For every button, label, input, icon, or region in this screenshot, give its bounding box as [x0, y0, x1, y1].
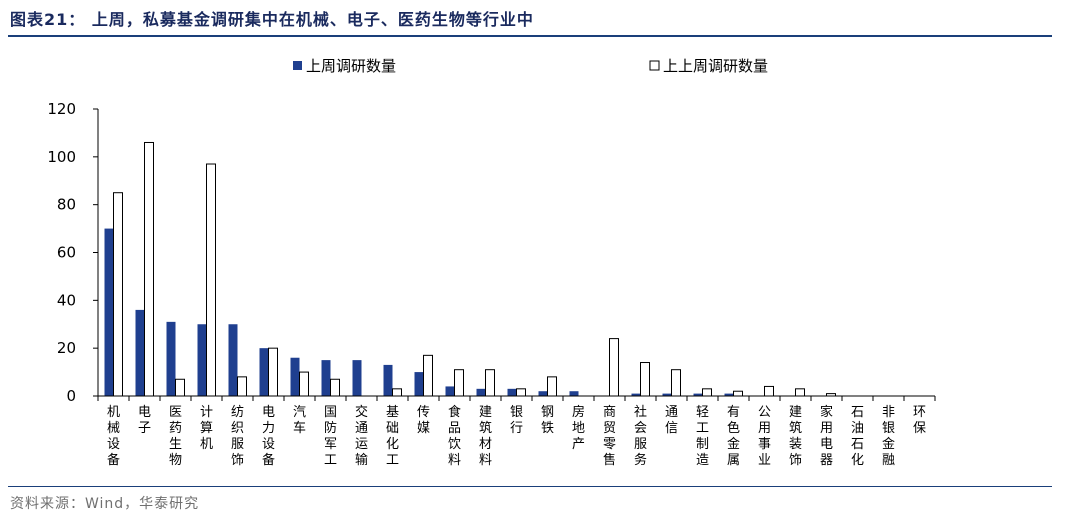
- x-category-label: 传媒: [417, 405, 430, 436]
- x-category-label: 电子: [138, 405, 151, 436]
- x-category-label: 环保: [913, 405, 926, 436]
- bar-series2: [609, 338, 619, 397]
- footer-divider: [8, 486, 1052, 487]
- x-category-label: 钢铁: [541, 405, 554, 436]
- legend: 上周调研数量 上上周调研数量: [293, 57, 768, 75]
- x-axis: 机械设备 电子 医药生物 计算机 纺织服饰 电力设备 汽车 国防军工 交通运输 基础化工 传媒 食品饮…: [97, 395, 936, 468]
- legend-swatch-series1: [293, 61, 302, 70]
- bar-series1: [724, 393, 734, 396]
- bar-series2: [702, 388, 712, 397]
- bar-series1: [383, 364, 393, 396]
- bar-series1: [166, 321, 176, 396]
- bar-series1: [290, 357, 300, 396]
- bar-series2: [299, 371, 309, 397]
- bar-series1: [135, 309, 145, 396]
- bar-series2: [671, 369, 681, 397]
- y-tick-label: 0: [66, 387, 76, 405]
- bar-series2: [330, 378, 340, 397]
- bar-series1: [197, 324, 207, 396]
- bar-series2: [733, 390, 743, 397]
- bar-series1: [352, 360, 362, 396]
- legend-label-series1: 上周调研数量: [306, 57, 396, 75]
- bar-series1: [538, 391, 548, 396]
- bar-series1: [228, 324, 238, 396]
- bar-series1: [693, 393, 703, 396]
- x-category-label: 建筑材料: [479, 405, 492, 468]
- y-axis: 0 20 40 60 80 100 120: [47, 100, 99, 405]
- x-category-label: 计算机: [200, 405, 213, 452]
- bar-series1: [507, 388, 517, 396]
- legend-swatch-series2: [649, 60, 660, 71]
- y-tick-label: 60: [57, 244, 76, 262]
- x-category-label: 建筑装饰: [789, 405, 802, 468]
- x-category-label: 石油石化: [851, 405, 864, 468]
- x-category-label: 机械设备: [107, 405, 120, 468]
- bar-series2: [392, 388, 402, 397]
- x-category-label: 基础化工: [386, 405, 399, 468]
- x-category-label: 公用事业: [758, 405, 771, 468]
- bar-series2: [144, 141, 154, 397]
- bar-series2: [640, 362, 650, 397]
- x-category-label: 商贸零售: [603, 405, 616, 468]
- x-category-label: 有色金属: [727, 405, 740, 468]
- bar-series1: [414, 372, 424, 396]
- x-category-label: 房地产: [572, 404, 585, 452]
- x-category-label: 轻工制造: [696, 405, 709, 468]
- bar-series2: [268, 347, 278, 397]
- x-category-label: 纺织服饰: [231, 405, 244, 468]
- x-category-label: 汽车: [293, 405, 306, 436]
- x-category-label: 社会服务: [634, 404, 647, 468]
- bar-series2: [485, 369, 495, 397]
- bar-series2: [516, 388, 526, 397]
- bar-series2: [237, 376, 247, 397]
- bar-series2: [795, 388, 805, 397]
- chart-title: 图表21： 上周，私募基金调研集中在机械、电子、医药生物等行业中: [10, 10, 534, 29]
- bar-series1: [569, 391, 579, 396]
- bar-chart: 上周调研数量 上上周调研数量 0 20 40 60 80 100 120 机械设备 电子 医药生…: [47, 57, 936, 468]
- bar-series1: [445, 386, 455, 396]
- bars: [104, 141, 836, 397]
- y-tick-label: 20: [57, 339, 76, 357]
- x-category-label: 国防军工: [324, 405, 337, 468]
- x-category-label: 家用电器: [820, 404, 833, 468]
- bar-series2: [175, 378, 185, 397]
- bar-series1: [259, 348, 269, 396]
- y-tick-label: 100: [47, 148, 76, 166]
- bar-series1: [476, 388, 486, 396]
- x-category-label: 非银金融: [882, 405, 895, 468]
- x-category-label: 交通运输: [355, 404, 368, 468]
- source-note: 资料来源：Wind，华泰研究: [10, 496, 200, 512]
- x-category-label: 电力设备: [262, 405, 275, 468]
- y-tick-label: 80: [57, 196, 76, 214]
- bar-series2: [206, 163, 216, 397]
- bar-series1: [662, 393, 672, 396]
- bar-series1: [321, 360, 331, 396]
- bar-series2: [764, 385, 774, 397]
- title-divider: [8, 35, 1052, 37]
- legend-label-series2: 上上周调研数量: [663, 57, 768, 75]
- bar-series2: [423, 354, 433, 397]
- bar-series2: [547, 376, 557, 397]
- bar-series2: [454, 369, 464, 397]
- x-category-label: 医药生物: [169, 405, 182, 468]
- bar-series1: [631, 393, 641, 396]
- y-tick-label: 40: [57, 291, 76, 309]
- y-tick-label: 120: [47, 100, 76, 118]
- x-category-label: 通信: [665, 405, 678, 436]
- bar-series1: [104, 228, 114, 396]
- bar-series2: [113, 192, 123, 397]
- x-category-label: 食品饮料: [448, 404, 461, 468]
- x-category-label: 银行: [510, 405, 523, 436]
